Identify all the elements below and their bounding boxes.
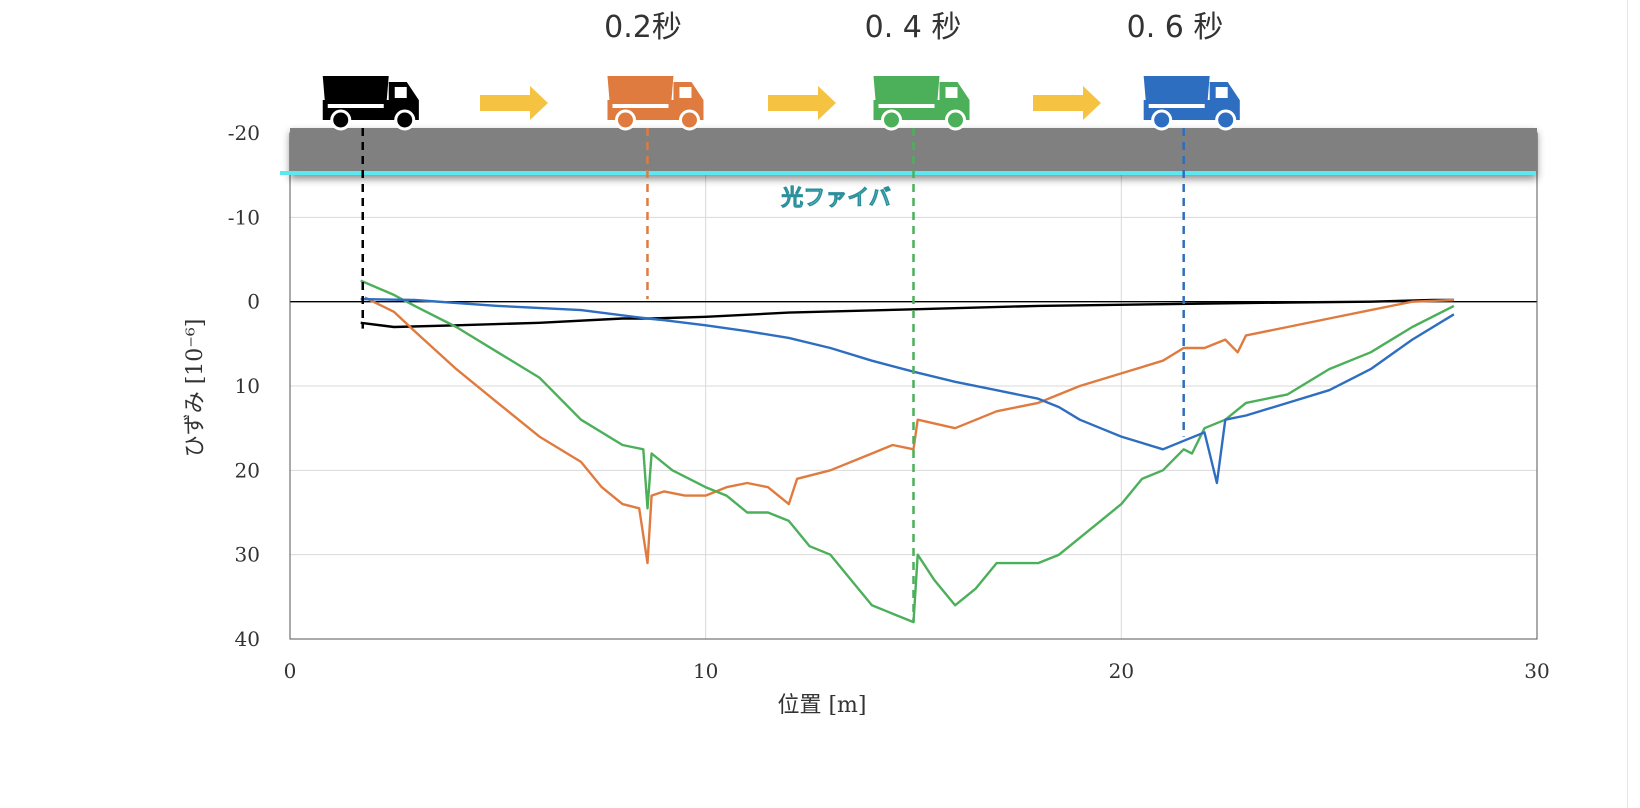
y-tick-label: -10	[228, 205, 260, 229]
series-line-2	[364, 296, 1454, 565]
truck-wheel	[614, 109, 636, 131]
truck-stripe	[612, 104, 669, 108]
right-arrow-icon	[480, 86, 548, 120]
truck-wheel	[678, 109, 700, 131]
series-line-4	[360, 297, 1455, 485]
truck-wheel	[330, 109, 352, 131]
truck-window	[1215, 87, 1228, 98]
time-label-0-4: 0. 4 秒	[864, 10, 962, 45]
truck-bed	[1143, 76, 1210, 100]
x-tick-label: 30	[1524, 659, 1549, 683]
truck-wheel	[394, 109, 416, 131]
truck-wheel	[1215, 109, 1237, 131]
truck-stripe	[1148, 104, 1205, 108]
dump-truck-icon	[322, 76, 419, 131]
road-group	[280, 128, 1537, 175]
truck-stripe	[878, 104, 935, 108]
dump-truck-icon	[1143, 76, 1240, 131]
series-line-3	[360, 279, 1455, 624]
truck-group	[322, 76, 1240, 131]
truck-bed	[607, 76, 674, 100]
time-label-0-6: 0. 6 秒	[1126, 10, 1224, 45]
y-tick-label: 0	[247, 290, 260, 314]
y-tick-label: 40	[235, 627, 260, 651]
x-tick-label: 10	[693, 659, 718, 683]
truck-wheel	[1151, 109, 1173, 131]
dump-truck-icon	[873, 76, 970, 131]
y-axis-label: ひずみ [10⁻⁶]	[183, 319, 208, 458]
y-tick-label: -20	[228, 121, 260, 145]
arrow-group	[480, 86, 1101, 120]
x-axis-label: 位置 [m]	[777, 693, 866, 718]
page-edge-line	[1627, 0, 1628, 808]
y-tick-label: 20	[235, 458, 260, 482]
truck-position-markers	[361, 128, 1185, 623]
truck-window	[679, 87, 692, 98]
tick-labels: -20 -10 0 10 20 30 40 0 10 20 30	[228, 121, 1550, 683]
truck-window	[394, 87, 407, 98]
y-tick-label: 10	[235, 374, 260, 398]
truck-wheel	[945, 109, 966, 131]
fiber-label: 光ファイバ	[780, 186, 891, 211]
truck-wheel	[881, 109, 902, 131]
truck-window	[945, 87, 958, 98]
right-arrow-icon	[768, 86, 836, 120]
truck-stripe	[327, 104, 384, 108]
x-tick-label: 0	[284, 659, 297, 683]
truck-bed	[873, 76, 940, 100]
right-arrow-icon	[1033, 86, 1101, 120]
series-line-1	[360, 298, 1454, 329]
truck-bed	[322, 76, 389, 100]
series-group	[360, 279, 1455, 624]
y-tick-label: 30	[235, 543, 260, 567]
time-label-0-2: 0.2秒	[604, 10, 682, 45]
dump-truck-icon	[607, 76, 704, 131]
x-tick-label: 20	[1109, 659, 1134, 683]
